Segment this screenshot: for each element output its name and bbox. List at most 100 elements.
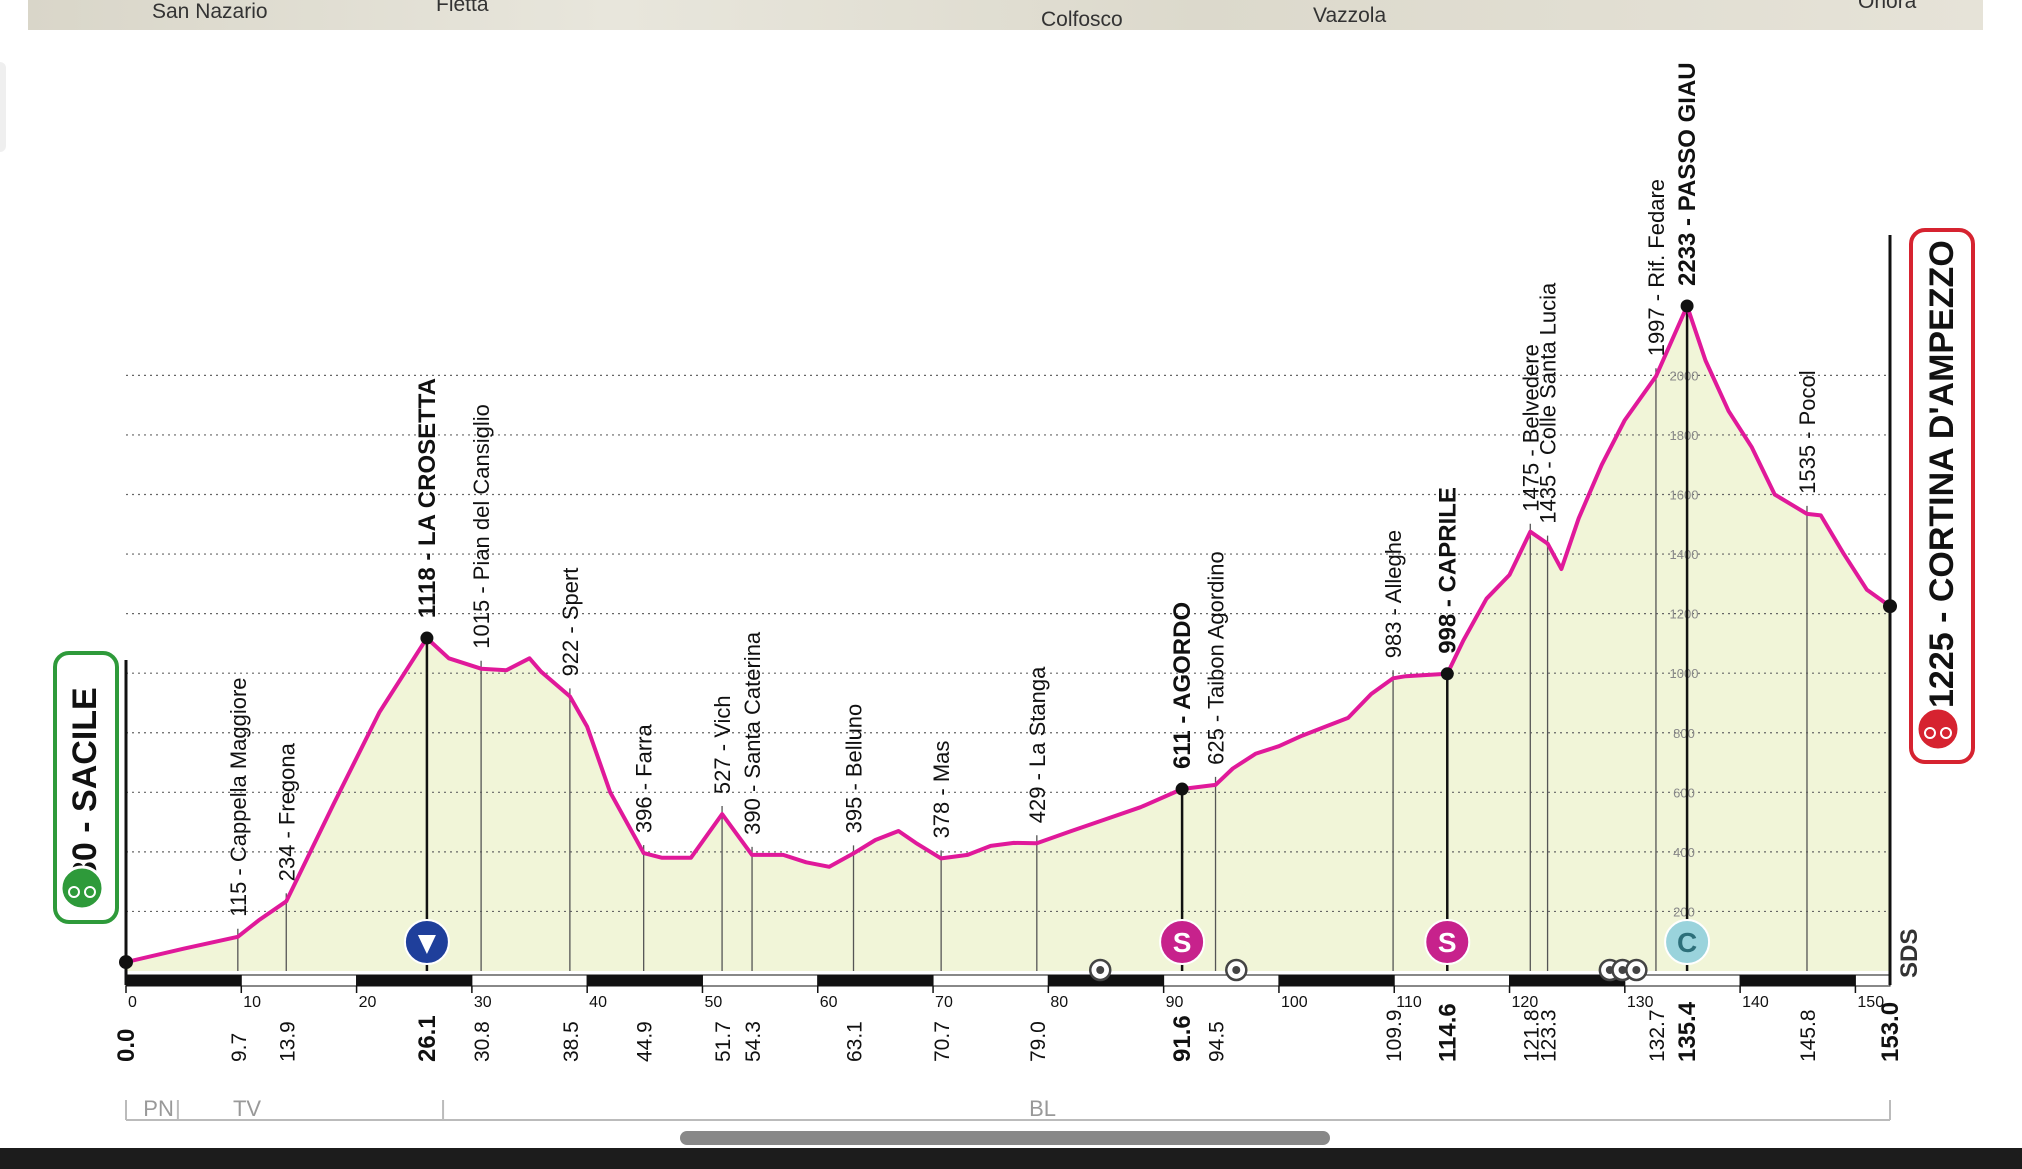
x-tick-label: 80	[1050, 994, 1068, 1011]
km-ruler-segment	[1854, 974, 1891, 987]
km-ruler-segment	[240, 974, 358, 987]
sds-label: SDS	[1896, 929, 1923, 978]
summit-dot	[420, 631, 434, 645]
km-label: 109.9	[1383, 1009, 1406, 1062]
finish-dash: -	[1923, 602, 1961, 632]
place-label: 115 - Cappella Maggiore	[226, 677, 251, 916]
finish-name: CORTINA D'AMPEZZO	[1923, 240, 1961, 602]
finish-elevation: 1225	[1923, 632, 1961, 708]
place-label: 983 - Alleghe	[1381, 530, 1406, 658]
y-tick-label: 200	[1673, 904, 1695, 919]
km-label: 135.4	[1674, 1001, 1701, 1062]
x-tick-label: 60	[820, 994, 838, 1011]
y-tick-label: 1200	[1670, 607, 1699, 622]
y-tick-label: 1000	[1670, 666, 1699, 681]
tunnel-icon-core	[1232, 966, 1241, 974]
x-tick-label: 10	[243, 994, 261, 1011]
start-dot	[119, 955, 133, 970]
profile-area	[126, 306, 1890, 971]
place-label: 611 - AGORDO	[1169, 602, 1196, 769]
km-label: 70.7	[931, 1021, 954, 1062]
place-label: 1475 - Belvedere	[1518, 344, 1543, 512]
km-label: 13.9	[276, 1021, 299, 1062]
x-tick-label: 40	[589, 994, 607, 1011]
tunnel-icon-core	[1618, 966, 1627, 974]
km-label: 132.7	[1646, 1009, 1669, 1062]
y-tick-label: 600	[1673, 785, 1695, 800]
place-label: 234 - Fregona	[274, 742, 299, 881]
y-tick-label: 400	[1673, 845, 1695, 860]
summit-dot	[1680, 299, 1694, 313]
summit-dot	[1175, 782, 1189, 796]
x-tick-label: 150	[1857, 994, 1884, 1011]
tunnel-icon-core	[1096, 966, 1105, 974]
place-label: 429 - La Stanga	[1025, 666, 1050, 823]
finish-box	[1909, 228, 1975, 764]
place-label: 1435 - Colle Santa Lucia	[1536, 282, 1561, 524]
y-tick-label: 1800	[1670, 428, 1699, 443]
x-tick-label: 90	[1166, 994, 1184, 1011]
bike-wheel	[1940, 727, 1952, 739]
map-strip: San Nazario Fietta Colfosco Vazzola Onor…	[28, 0, 1983, 30]
y-tick-label: 1400	[1670, 547, 1699, 562]
place-label: 378 - Mas	[929, 741, 954, 839]
km-ruler-segment	[471, 974, 588, 987]
km-ruler-segment	[1278, 974, 1395, 987]
x-tick-label: 130	[1627, 994, 1654, 1011]
marker-letter: C	[1677, 927, 1697, 958]
km-label: 30.8	[471, 1021, 494, 1062]
km-label: 79.0	[1027, 1021, 1050, 1062]
map-label: Onora	[1858, 0, 1917, 13]
x-tick-label: 30	[474, 994, 492, 1011]
cima-marker-icon	[1664, 919, 1711, 965]
x-tick-label: 50	[704, 994, 722, 1011]
km-label: 114.6	[1434, 1003, 1461, 1062]
map-label: San Nazario	[152, 0, 268, 23]
place-label: 998 - CAPRILE	[1434, 487, 1461, 654]
km-label: 145.8	[1797, 1009, 1820, 1062]
place-label: 1118 - LA CROSETTA	[414, 378, 441, 618]
place-label: 527 - Vich	[710, 695, 735, 794]
km-label: 26.1	[414, 1015, 441, 1062]
km-ruler-segment	[1739, 974, 1856, 987]
place-label: 625 - Taibon Agordino	[1204, 551, 1229, 765]
y-tick-label: 1600	[1670, 488, 1699, 503]
place-label: 2233 - PASSO GIAU	[1674, 62, 1701, 286]
sprint-marker-icon	[1159, 919, 1206, 965]
x-tick-label: 20	[359, 994, 377, 1011]
km-label: 123.3	[1538, 1009, 1561, 1062]
gpm-triangle-icon	[417, 935, 436, 954]
marker-letter: S	[1438, 927, 1457, 958]
finish-bike-icon	[1915, 706, 1961, 752]
km-label: 91.6	[1169, 1015, 1196, 1062]
km-ruler-segment	[701, 974, 819, 987]
profile-line	[125, 304, 1892, 965]
province-label: PN	[143, 1096, 174, 1121]
map-label: Fietta	[436, 0, 489, 16]
finish-dot	[1883, 599, 1897, 614]
tunnel-icon-core	[1632, 966, 1641, 974]
bike-wheel	[1924, 727, 1936, 739]
bike-wheel	[84, 886, 96, 898]
x-tick-label: 140	[1742, 994, 1769, 1011]
map-label: Colfosco	[1041, 8, 1123, 30]
start-name: SACILE	[66, 687, 104, 812]
km-label: 94.5	[1206, 1021, 1229, 1062]
y-tick-label: 800	[1673, 726, 1695, 741]
x-tick-label: 0	[128, 994, 137, 1011]
km-label: 54.3	[742, 1021, 765, 1062]
place-label: 390 - Santa Caterina	[740, 631, 765, 835]
x-tick-label: 70	[935, 994, 953, 1011]
place-label: 395 - Belluno	[842, 704, 867, 834]
start-dash: -	[66, 812, 104, 842]
place-label: 1015 - Pian del Cansiglio	[469, 404, 494, 649]
km-label: 0.0	[113, 1029, 140, 1062]
x-tick-label: 100	[1281, 994, 1308, 1011]
place-label: 1535 - Pocol	[1795, 370, 1820, 494]
marker-letter: S	[1173, 927, 1192, 958]
start-bike-icon	[59, 865, 105, 911]
horizontal-scrollbar[interactable]	[680, 1131, 1330, 1145]
left-edge-tab	[0, 62, 6, 152]
x-tick-label: 110	[1396, 994, 1422, 1011]
